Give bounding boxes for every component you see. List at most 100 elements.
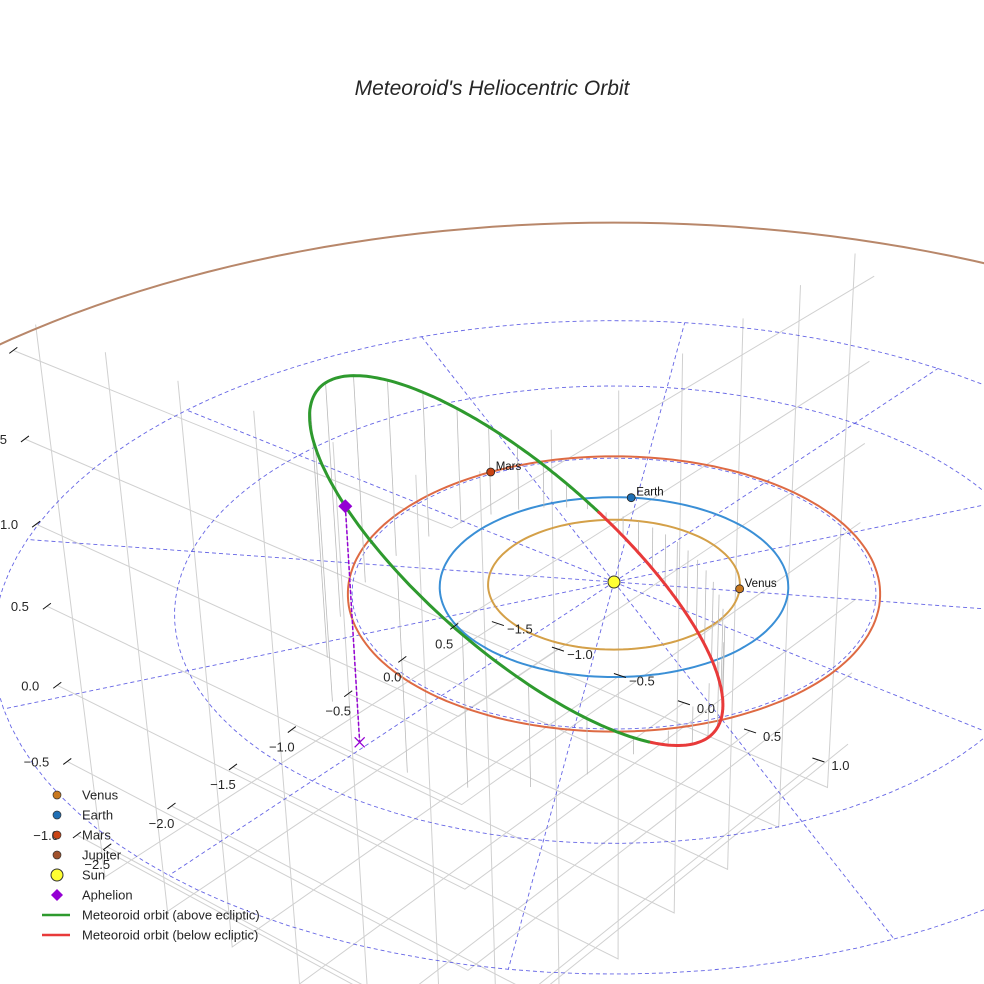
y-tick-label: −0.5 [629, 674, 655, 689]
y-tick [812, 757, 825, 763]
legend-label: Sun [82, 868, 105, 883]
z-tick-label: −0.5 [24, 754, 50, 769]
reference-ring [351, 457, 877, 730]
x-tick-label: −2.0 [149, 816, 175, 831]
meteoroid-orbit [308, 374, 725, 747]
chart-title: Meteoroid's Heliocentric Orbit [355, 77, 631, 100]
z-tick-label: 0.0 [21, 678, 39, 693]
grid-line-x [106, 471, 496, 984]
grid-line-x [402, 285, 801, 829]
reference-spoke [613, 322, 686, 583]
reference-ring [174, 385, 984, 844]
x-tick-label: −0.5 [325, 704, 351, 719]
y-tick [677, 700, 691, 706]
orbit-jupiter [0, 221, 984, 346]
meteoroid-orbit-above [308, 374, 651, 744]
orbit-stem [528, 684, 532, 788]
orbit-stem [695, 559, 699, 630]
z-tick-label: 1.5 [0, 432, 7, 447]
orbit-stem [325, 382, 341, 617]
legend-swatch-marker [52, 850, 62, 860]
grid-line-z [76, 743, 849, 984]
orbit-stem [456, 408, 462, 524]
reference-spoke [507, 581, 615, 970]
x-tick [343, 690, 353, 698]
axis-ticks: −1.0−0.50.00.51.01.52.0−2.5−2.0−1.5−1.0−… [0, 346, 849, 872]
grid-line-z [67, 672, 853, 971]
orbit-stem [716, 594, 720, 674]
grid-line-x [171, 429, 560, 984]
y-tick [491, 621, 505, 627]
grid-line-x [291, 353, 684, 914]
z-tick [9, 346, 18, 354]
reference-spoke [613, 504, 984, 583]
planet-label-venus: Venus [745, 578, 777, 590]
grid-line-y [332, 442, 751, 984]
orbit-stem [720, 608, 724, 689]
aphelion-diamond [338, 499, 353, 514]
legend-swatch-marker [52, 830, 62, 840]
grid-line-z [24, 360, 870, 625]
y-tick [613, 673, 627, 678]
z-tick [31, 520, 41, 528]
grid-line-x [347, 318, 744, 871]
reference-spoke [613, 581, 895, 940]
z-tick [52, 681, 62, 689]
legend-label: Jupiter [82, 848, 122, 863]
orbit-stem [691, 706, 694, 745]
y-tick [551, 646, 565, 652]
legend-label: Aphelion [82, 888, 133, 903]
orbit-stem [461, 634, 469, 788]
orbit-stem [315, 448, 333, 702]
x-tick [167, 802, 176, 810]
z-tick [42, 602, 52, 610]
x-tick [397, 655, 407, 663]
reference-spoke [3, 581, 615, 710]
reference-spoke [186, 409, 615, 583]
legend-label: Venus [82, 788, 119, 803]
y-tick-label: 0.0 [697, 701, 715, 716]
orbit-stem [686, 550, 689, 615]
orbit-stem [716, 661, 720, 728]
y-tick-label: −1.5 [507, 622, 533, 637]
grid-line-x [454, 253, 856, 789]
orbit-stem [704, 570, 707, 645]
planet-label-earth: Earth [636, 487, 664, 499]
legend-swatch-marker [52, 810, 62, 820]
reference-spoke [613, 368, 939, 583]
orbit-stems [310, 375, 726, 788]
orbit-stem [310, 406, 328, 658]
orbit-stem [664, 534, 667, 585]
x-tick [102, 843, 112, 851]
meteoroid-orbit-below [647, 598, 725, 747]
planet-label-mars: Mars [496, 461, 522, 473]
y-tick [743, 728, 757, 734]
orbit-stem [396, 572, 408, 773]
meteoroid-orbit-below [597, 510, 679, 602]
y-tick-label: −1.0 [567, 647, 593, 662]
x-tick [449, 622, 459, 630]
legend-swatch-marker [52, 790, 62, 800]
grid-line-y [35, 324, 499, 878]
y-tick-label: 1.0 [831, 758, 849, 773]
planet-marker-mars [486, 467, 496, 477]
grid-line-y [177, 380, 621, 948]
orbit-stem [516, 445, 520, 510]
z-tick [72, 831, 82, 839]
legend-label: Meteoroid orbit (above ecliptic) [82, 908, 260, 923]
aphelion-projection-x [354, 736, 366, 748]
orbit-stem [422, 392, 430, 537]
x-tick-label: −1.5 [210, 777, 236, 792]
legend-label: Mars [82, 828, 111, 843]
planet-marker-venus [735, 584, 745, 594]
planet-orbits [0, 221, 984, 733]
grid-line-z [46, 522, 861, 806]
grid-line-y [253, 410, 685, 984]
grid-line-y [415, 474, 819, 984]
planet-marker-earth [626, 493, 636, 503]
x-tick [228, 763, 238, 771]
z-tick-label: 1.0 [0, 517, 18, 532]
z-tick-label: −1.0 [33, 828, 59, 843]
orbit-stem [542, 464, 545, 508]
